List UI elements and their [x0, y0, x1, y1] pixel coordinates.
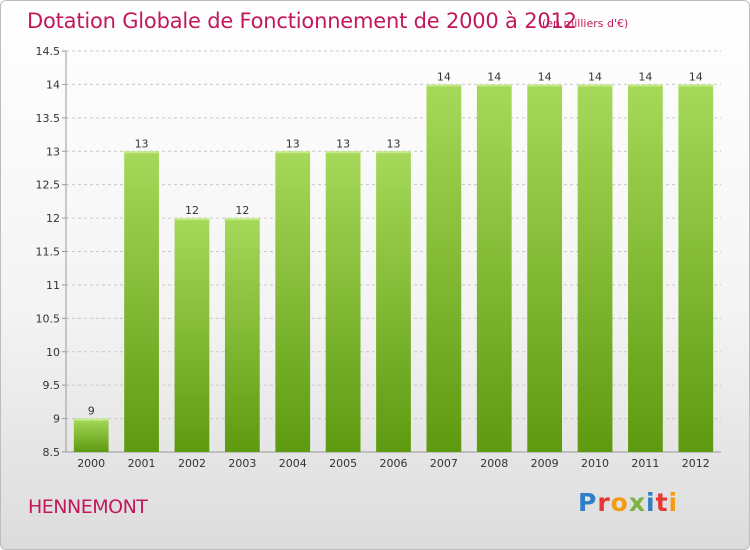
value-label: 14: [689, 70, 703, 83]
bar-highlight: [577, 84, 613, 87]
value-label: 14: [487, 70, 501, 83]
y-tick-label: 8.5: [43, 446, 61, 459]
bar-highlight: [527, 84, 563, 87]
proxiti-logo: Proxiti: [578, 488, 678, 517]
y-tick-label: 9: [53, 413, 60, 426]
bar-2008: [476, 84, 512, 453]
bar-highlight: [628, 84, 663, 87]
y-tick-label: 14: [46, 78, 60, 91]
logo-letter: r: [597, 488, 611, 517]
value-label: 14: [437, 70, 451, 83]
x-tick-label: 2011: [631, 457, 659, 470]
value-label: 14: [538, 70, 552, 83]
bar-highlight: [275, 151, 311, 154]
x-tick-label: 2009: [531, 457, 559, 470]
bar-2012: [678, 84, 714, 453]
y-tick-label: 13: [46, 145, 60, 158]
chart-subtitle: (en milliers d'€): [542, 17, 629, 30]
y-tick-label: 11: [46, 279, 60, 292]
logo-letter: x: [628, 488, 646, 517]
value-label: 12: [185, 204, 199, 217]
bar-highlight: [376, 151, 411, 154]
logo-letter: i: [646, 488, 656, 517]
y-tick-label: 9.5: [43, 379, 61, 392]
chart-title: Dotation Globale de Fonctionnement de 20…: [27, 9, 577, 33]
logo-letter: o: [610, 488, 629, 517]
x-tick-label: 2000: [77, 457, 105, 470]
value-label: 14: [588, 70, 602, 83]
x-tick-label: 2004: [279, 457, 307, 470]
bar-2002: [174, 218, 210, 452]
value-label: 13: [135, 137, 149, 150]
x-tick-label: 2005: [329, 457, 357, 470]
value-label: 13: [286, 137, 300, 150]
bar-2010: [577, 84, 613, 453]
logo-letter: P: [578, 488, 598, 517]
value-label: 14: [638, 70, 652, 83]
x-tick-label: 2007: [430, 457, 458, 470]
bar-highlight: [426, 84, 462, 87]
bar-highlight: [174, 218, 210, 221]
x-tick-label: 2003: [228, 457, 256, 470]
bar-highlight: [124, 151, 159, 154]
logo-letter: i: [668, 488, 679, 517]
bar-highlight: [476, 84, 512, 87]
bar-2009: [527, 84, 563, 453]
bar-2006: [376, 151, 411, 452]
y-tick-label: 14.5: [36, 45, 61, 58]
bar-highlight: [224, 218, 260, 221]
value-labels: 9 13 12 12 13 13 13 14 14 14 14 14 14: [88, 70, 703, 417]
y-tick-label: 12: [46, 212, 60, 225]
x-tick-label: 2002: [178, 457, 206, 470]
x-tick-labels: 2000 2001 2002 2003 2004 2005 2006 2007 2008 2009…: [77, 457, 710, 470]
bar-2001: [124, 151, 159, 452]
y-tick-label: 12.5: [36, 179, 61, 192]
bar-highlight: [678, 84, 714, 87]
value-label: 13: [336, 137, 350, 150]
x-tick-label: 2006: [380, 457, 408, 470]
y-tick-label: 11.5: [36, 246, 61, 259]
y-tick-label: 10.5: [36, 312, 61, 325]
commune-name: HENNEMONT: [28, 496, 148, 518]
bar-2007: [426, 84, 462, 453]
value-label: 13: [387, 137, 401, 150]
bar-2000: [73, 418, 109, 452]
x-tick-label: 2001: [128, 457, 156, 470]
bar-2004: [275, 151, 311, 452]
bar-2005: [325, 151, 361, 452]
bar-2011: [628, 84, 663, 453]
bar-highlight: [325, 151, 361, 154]
bar-highlight: [73, 418, 109, 421]
y-tick-label: 10: [46, 346, 60, 359]
bar-2003: [224, 218, 260, 452]
y-tick-labels: 8.5 9 9.5 10 10.5 11 11.5 12 12.5 13 13.5 14 14.5: [36, 45, 61, 459]
value-label: 9: [88, 405, 95, 418]
bars: [73, 84, 714, 453]
value-label: 12: [235, 204, 249, 217]
logo-letter: t: [655, 488, 669, 517]
y-tick-label: 13.5: [36, 112, 61, 125]
x-tick-label: 2012: [682, 457, 710, 470]
x-tick-label: 2008: [480, 457, 508, 470]
x-tick-label: 2010: [581, 457, 609, 470]
